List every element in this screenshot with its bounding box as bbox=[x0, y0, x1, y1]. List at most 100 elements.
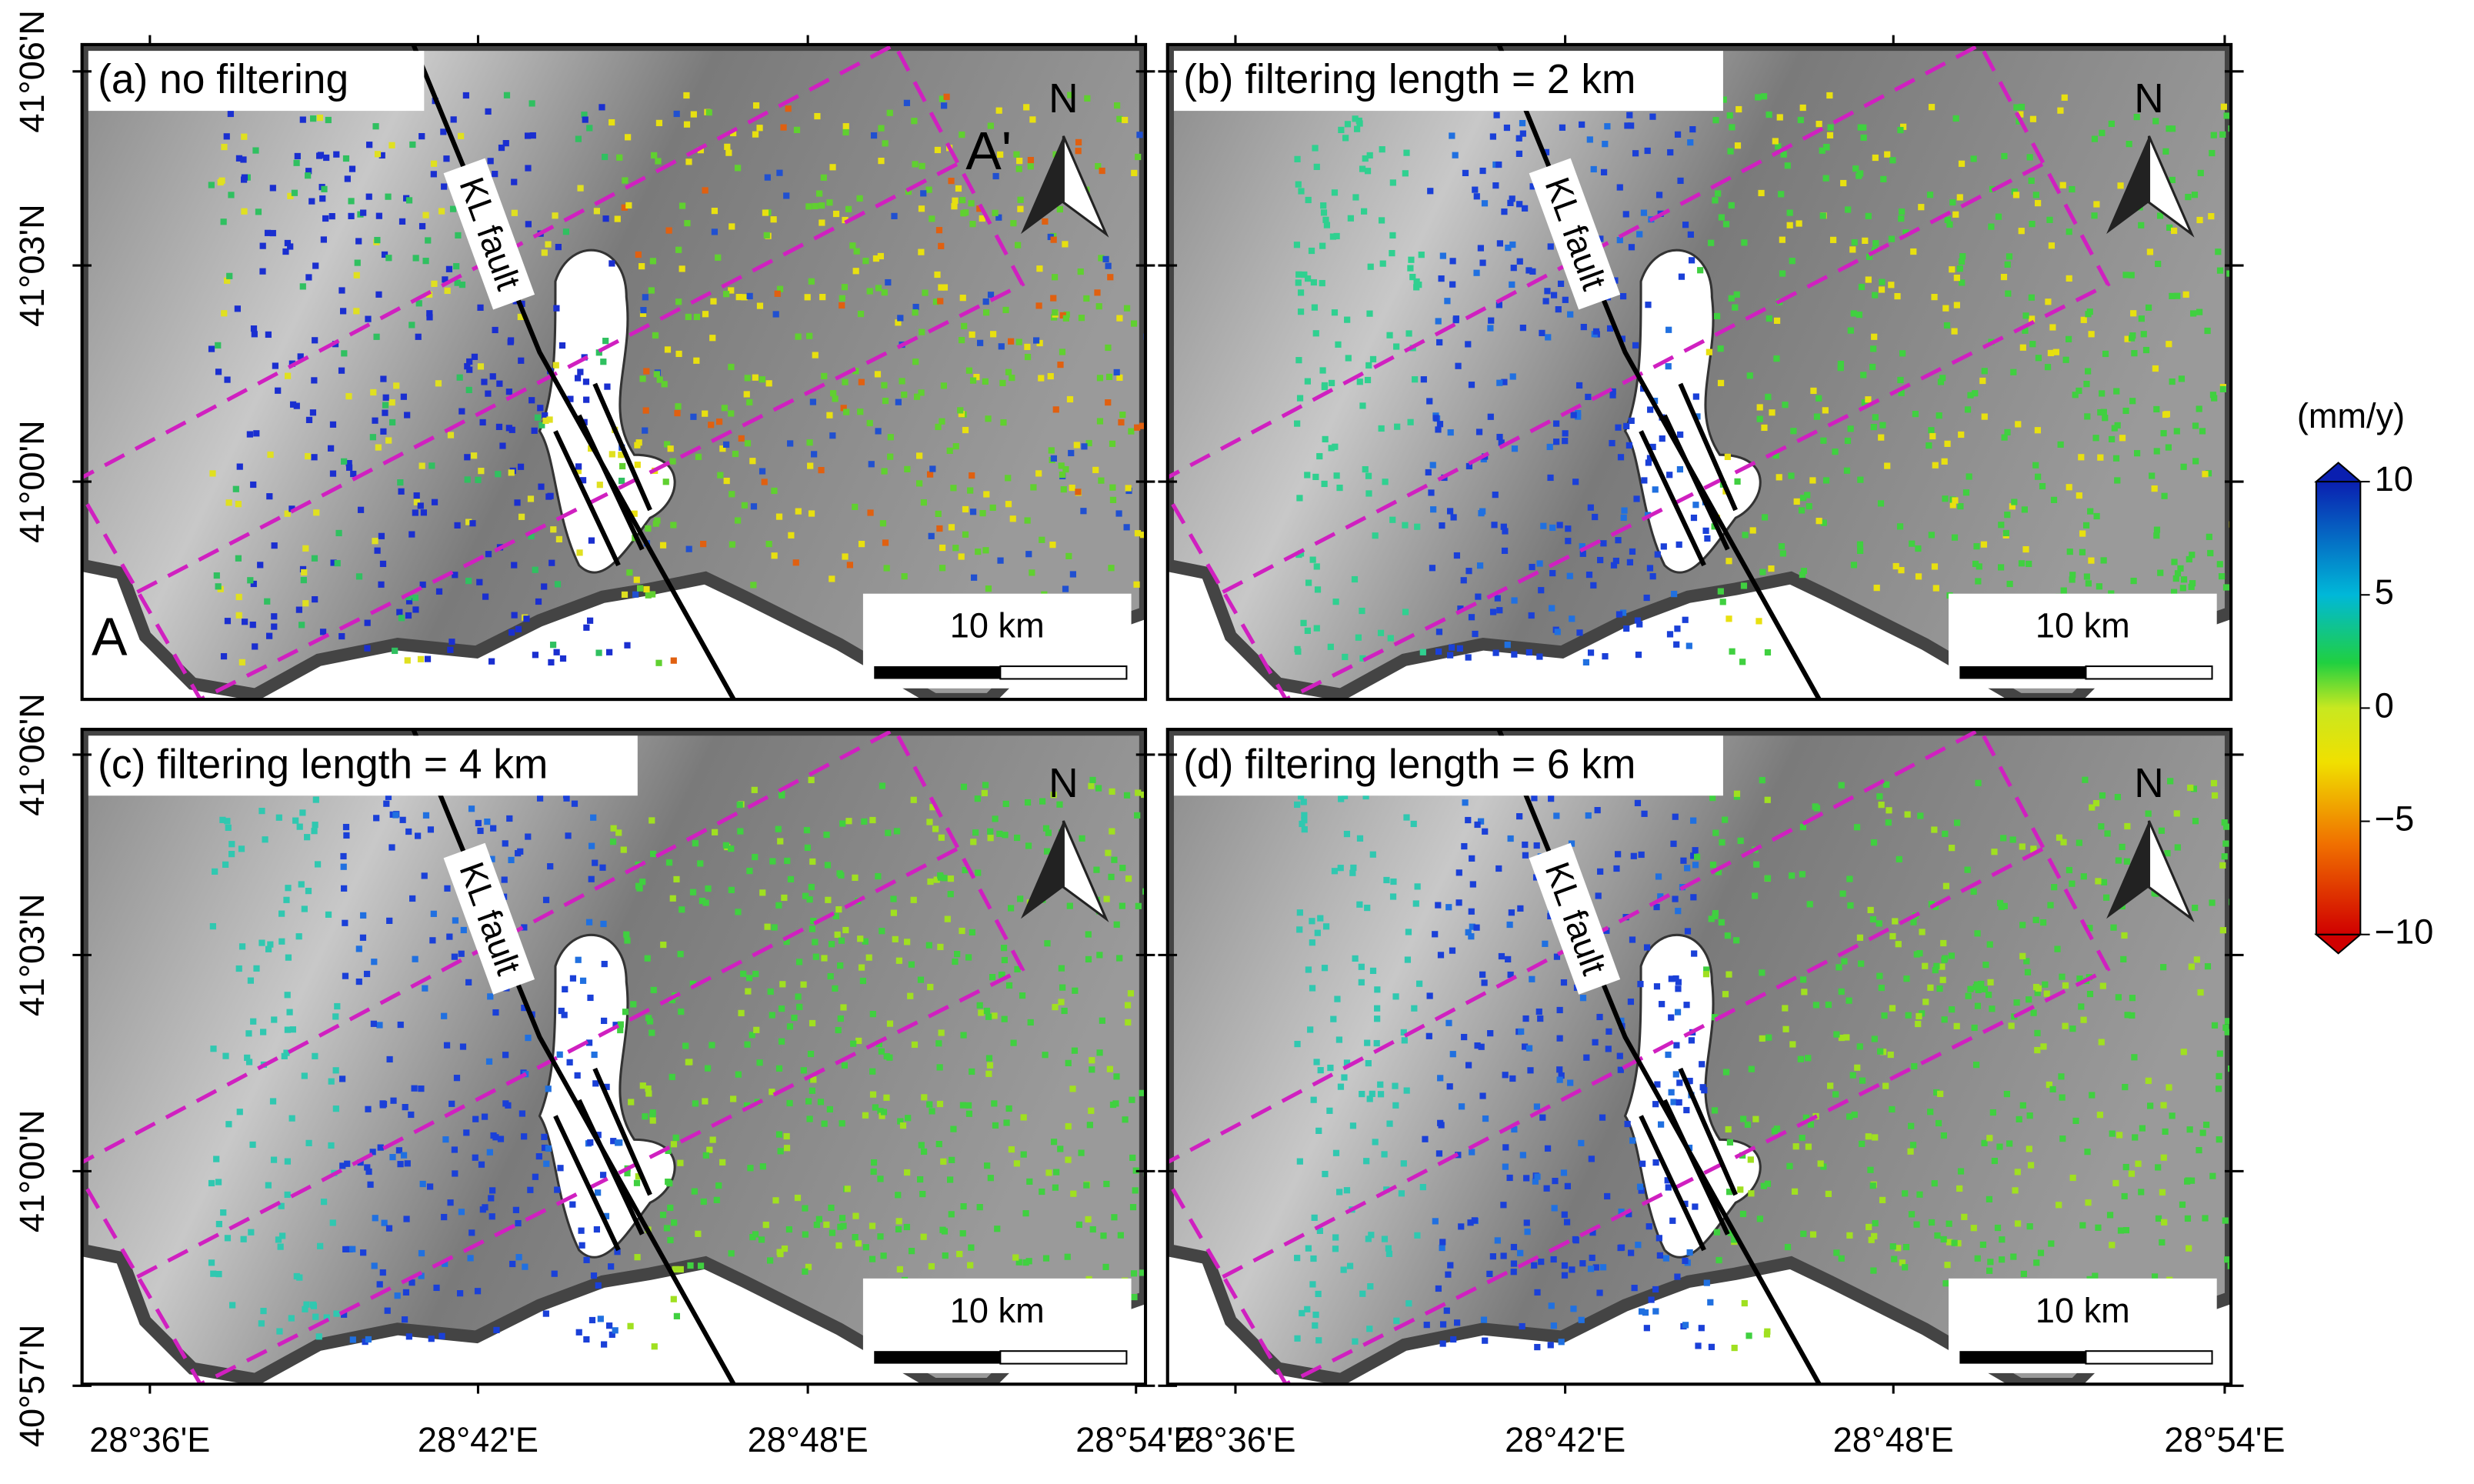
velocity-point bbox=[702, 410, 709, 417]
velocity-point bbox=[443, 1042, 451, 1049]
velocity-point bbox=[541, 1133, 548, 1140]
velocity-point bbox=[662, 479, 669, 485]
velocity-point bbox=[1096, 952, 1103, 959]
velocity-point bbox=[223, 133, 230, 140]
velocity-point bbox=[2159, 1239, 2166, 1246]
velocity-point bbox=[1600, 168, 1608, 175]
velocity-point bbox=[475, 476, 482, 483]
velocity-point bbox=[1879, 278, 1886, 285]
velocity-point bbox=[1898, 208, 1906, 215]
velocity-point bbox=[938, 834, 945, 841]
velocity-point bbox=[2057, 107, 2064, 114]
profile-end: A' bbox=[965, 121, 1012, 181]
velocity-point bbox=[1059, 348, 1066, 355]
velocity-point bbox=[472, 1154, 478, 1161]
velocity-point bbox=[1057, 1146, 1064, 1152]
velocity-point bbox=[1501, 547, 1509, 555]
velocity-point bbox=[926, 471, 934, 478]
velocity-point bbox=[1800, 495, 1807, 502]
velocity-point bbox=[1585, 812, 1592, 819]
fault-line bbox=[411, 44, 736, 700]
velocity-point bbox=[537, 405, 544, 412]
velocity-point bbox=[844, 1186, 851, 1192]
velocity-point bbox=[395, 1147, 403, 1154]
velocity-point bbox=[1986, 1196, 1993, 1202]
velocity-point bbox=[1008, 1146, 1015, 1153]
velocity-point bbox=[1139, 1089, 1145, 1096]
velocity-point bbox=[1092, 466, 1099, 474]
velocity-point bbox=[1366, 310, 1373, 317]
velocity-point bbox=[1332, 1149, 1340, 1156]
velocity-point bbox=[575, 1329, 582, 1336]
velocity-point bbox=[1986, 1135, 1993, 1142]
velocity-point bbox=[502, 840, 508, 847]
velocity-point bbox=[1304, 472, 1311, 479]
velocity-point bbox=[1352, 1338, 1359, 1345]
velocity-point bbox=[1778, 191, 1785, 198]
velocity-point bbox=[852, 1212, 859, 1219]
velocity-point bbox=[852, 503, 859, 510]
velocity-point bbox=[301, 1072, 308, 1079]
velocity-point bbox=[2216, 1085, 2222, 1092]
velocity-point bbox=[1555, 306, 1562, 313]
velocity-point bbox=[1942, 830, 1949, 837]
velocity-point bbox=[1102, 1263, 1109, 1270]
north-arrow-right bbox=[1062, 820, 1109, 922]
velocity-point bbox=[427, 1183, 434, 1190]
velocity-point bbox=[917, 1176, 924, 1183]
velocity-point bbox=[1592, 1264, 1599, 1271]
velocity-point bbox=[752, 853, 759, 861]
velocity-point bbox=[895, 319, 902, 326]
velocity-point bbox=[488, 1195, 495, 1202]
velocity-point bbox=[1837, 365, 1844, 372]
velocity-point bbox=[1889, 1105, 1896, 1113]
velocity-point bbox=[574, 375, 582, 382]
velocity-point bbox=[1067, 92, 1074, 98]
velocity-point bbox=[2131, 1054, 2138, 1061]
north-arrow-right bbox=[1062, 135, 1109, 238]
velocity-point bbox=[1088, 1107, 1095, 1114]
velocity-point bbox=[2192, 458, 2199, 465]
velocity-point bbox=[1332, 1246, 1339, 1252]
velocity-point bbox=[1799, 1134, 1805, 1142]
velocity-point bbox=[1322, 923, 1330, 930]
velocity-point bbox=[478, 468, 485, 475]
velocity-point bbox=[615, 829, 622, 836]
velocity-point bbox=[1858, 283, 1866, 291]
velocity-point bbox=[717, 472, 724, 479]
velocity-point bbox=[1843, 467, 1851, 474]
velocity-point bbox=[1373, 1039, 1380, 1047]
velocity-point bbox=[702, 311, 709, 318]
velocity-point bbox=[314, 861, 322, 868]
velocity-point bbox=[1102, 255, 1109, 262]
velocity-point bbox=[1510, 1260, 1518, 1267]
velocity-point bbox=[1542, 148, 1550, 155]
velocity-point bbox=[1949, 1006, 1956, 1013]
velocity-point bbox=[1939, 963, 1946, 970]
velocity-point bbox=[2079, 530, 2086, 537]
velocity-point bbox=[590, 814, 597, 821]
velocity-point bbox=[979, 215, 985, 222]
velocity-point bbox=[1489, 609, 1497, 615]
velocity-point bbox=[1312, 1311, 1319, 1319]
velocity-point bbox=[398, 615, 405, 622]
velocity-point bbox=[2011, 188, 2018, 195]
velocity-point bbox=[645, 1090, 652, 1097]
velocity-point bbox=[1015, 242, 1022, 248]
velocity-point bbox=[2035, 985, 2042, 992]
velocity-point bbox=[2149, 472, 2156, 479]
velocity-point bbox=[1363, 1158, 1370, 1165]
velocity-point bbox=[1798, 507, 1805, 514]
velocity-point bbox=[369, 434, 376, 441]
velocity-point bbox=[245, 1059, 253, 1065]
velocity-point bbox=[2052, 348, 2059, 355]
velocity-point bbox=[642, 407, 649, 414]
velocity-point bbox=[1455, 899, 1462, 906]
velocity-point bbox=[1569, 1266, 1575, 1273]
velocity-point bbox=[1305, 579, 1312, 586]
velocity-point bbox=[1519, 1152, 1526, 1159]
velocity-point bbox=[1135, 902, 1142, 909]
velocity-point bbox=[2190, 310, 2197, 317]
velocity-point bbox=[881, 382, 888, 389]
velocity-point bbox=[779, 792, 785, 799]
